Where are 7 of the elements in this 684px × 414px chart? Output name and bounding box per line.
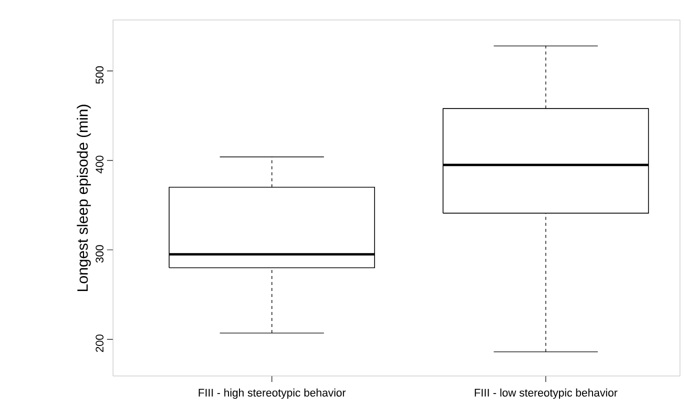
y-axis-title: Longest sleep episode (min) — [76, 104, 91, 291]
y-tick-label: 400 — [96, 156, 104, 174]
y-tick-label: 500 — [96, 66, 104, 84]
x-tick-label: FIII - low stereotypic behavior — [474, 388, 618, 399]
x-tick-label: FIII - high stereotypic behavior — [198, 388, 346, 399]
y-tick-label: 300 — [96, 245, 104, 263]
y-tick-label: 200 — [96, 334, 104, 352]
